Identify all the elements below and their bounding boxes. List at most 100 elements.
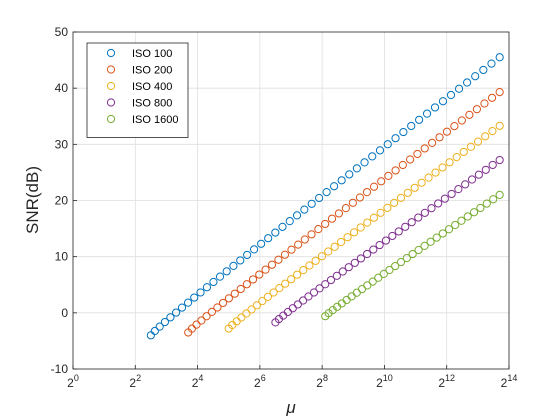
data-point xyxy=(434,199,443,208)
data-point xyxy=(438,229,447,238)
x-tick-label: 214 xyxy=(501,373,518,390)
series-4 xyxy=(321,190,504,321)
data-point xyxy=(242,280,251,289)
data-point xyxy=(344,263,353,272)
legend-marker xyxy=(106,65,116,74)
data-point xyxy=(410,183,419,192)
data-point xyxy=(461,180,470,189)
x-tick-label: 20 xyxy=(67,373,79,390)
data-point xyxy=(252,301,261,310)
data-point xyxy=(177,303,187,312)
data-point xyxy=(473,137,483,146)
data-point xyxy=(465,110,474,119)
data-point xyxy=(172,308,181,317)
data-point xyxy=(307,230,316,239)
data-point xyxy=(495,121,504,130)
data-point xyxy=(376,208,385,217)
data-point xyxy=(466,142,475,151)
data-point xyxy=(457,216,466,225)
data-point xyxy=(300,205,309,214)
data-point xyxy=(489,195,498,204)
legend-marker xyxy=(106,48,116,58)
data-point xyxy=(440,194,449,203)
data-point xyxy=(327,214,337,223)
data-point xyxy=(401,222,410,231)
data-point xyxy=(160,317,169,327)
data-point xyxy=(224,294,233,303)
data-point xyxy=(420,208,429,217)
data-point xyxy=(414,213,423,222)
legend-label: ISO 200 xyxy=(132,65,172,77)
data-point xyxy=(407,218,416,227)
data-point xyxy=(447,189,456,199)
data-point xyxy=(183,298,193,307)
data-point xyxy=(356,254,366,263)
data-point xyxy=(385,265,394,275)
data-point xyxy=(488,160,497,170)
x-tick-label: 28 xyxy=(316,373,328,390)
data-point xyxy=(379,269,388,279)
legend-marker xyxy=(106,98,116,107)
data-point xyxy=(348,198,357,207)
data-point xyxy=(469,208,479,217)
data-point xyxy=(230,289,239,298)
data-point xyxy=(481,165,490,174)
data-point xyxy=(390,198,399,207)
data-point xyxy=(363,281,372,290)
data-point xyxy=(420,144,429,153)
data-point xyxy=(480,99,489,108)
legend-marker xyxy=(106,81,116,91)
data-point xyxy=(334,209,344,218)
data-point xyxy=(280,250,290,259)
legend-label: ISO 1600 xyxy=(132,114,178,126)
data-point xyxy=(426,237,435,246)
x-tick-label: 26 xyxy=(254,373,266,390)
data-point xyxy=(369,182,379,191)
data-point xyxy=(377,177,386,186)
data-point xyxy=(209,277,218,287)
data-point xyxy=(192,320,201,329)
data-point xyxy=(274,255,283,264)
data-point xyxy=(293,270,302,279)
data-point xyxy=(287,245,296,254)
data-point xyxy=(446,90,456,100)
series-1 xyxy=(184,88,504,337)
data-point xyxy=(391,261,400,271)
data-point xyxy=(322,188,331,197)
data-point xyxy=(293,300,302,309)
data-point xyxy=(363,218,372,227)
data-point xyxy=(482,199,491,208)
data-point xyxy=(261,265,270,274)
x-tick-label: 210 xyxy=(376,373,393,390)
data-point xyxy=(487,59,496,68)
data-point xyxy=(383,203,392,212)
x-tick-label: 24 xyxy=(192,373,204,390)
legend-box xyxy=(86,42,189,138)
data-point xyxy=(269,288,278,297)
y-axis-label: SNR(dB) xyxy=(23,166,42,234)
data-point xyxy=(229,261,238,270)
data-point xyxy=(452,153,461,162)
data-point xyxy=(459,147,468,157)
data-point xyxy=(495,88,504,97)
data-point xyxy=(299,296,308,305)
data-point xyxy=(457,116,466,125)
data-point xyxy=(438,97,448,106)
data-point xyxy=(350,258,359,267)
data-point xyxy=(476,203,485,213)
y-tick-label: 0 xyxy=(61,306,68,320)
data-point xyxy=(349,228,359,237)
data-point xyxy=(428,138,437,147)
data-point xyxy=(326,275,336,285)
data-point xyxy=(248,275,258,284)
data-point xyxy=(362,188,372,197)
data-point xyxy=(394,227,403,236)
data-point xyxy=(391,134,400,143)
data-point xyxy=(271,228,280,237)
data-point xyxy=(407,121,416,131)
data-point xyxy=(417,178,426,187)
data-point xyxy=(330,242,339,251)
series-2 xyxy=(224,121,504,333)
data-point xyxy=(202,312,211,321)
